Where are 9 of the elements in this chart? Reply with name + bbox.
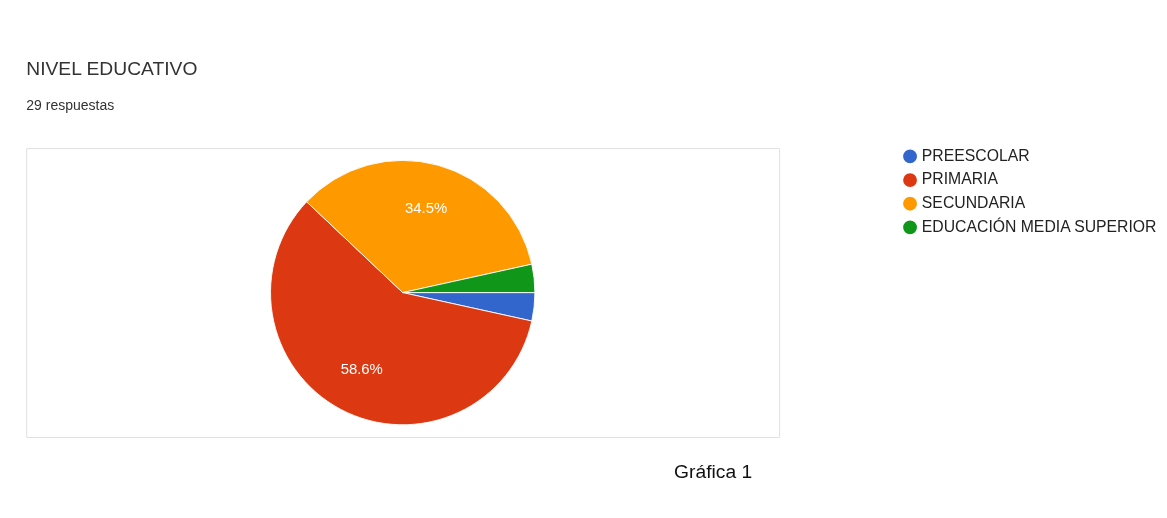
legend-label: PREESCOLAR: [921, 146, 1030, 164]
text: Gráfica 1: [674, 461, 753, 483]
legend-label: EDUCACIÓN MEDIA SUPERIOR: [921, 216, 1157, 235]
legend-label: SECUNDARIA: [921, 194, 1026, 212]
data-label: 34.5%: [404, 199, 448, 216]
legend-label: PRIMARIA: [921, 170, 999, 188]
text: 29 respuestas: [26, 96, 115, 113]
data-label: 58.6%: [340, 361, 383, 378]
text: NIVEL EDUCATIVO: [26, 57, 198, 79]
